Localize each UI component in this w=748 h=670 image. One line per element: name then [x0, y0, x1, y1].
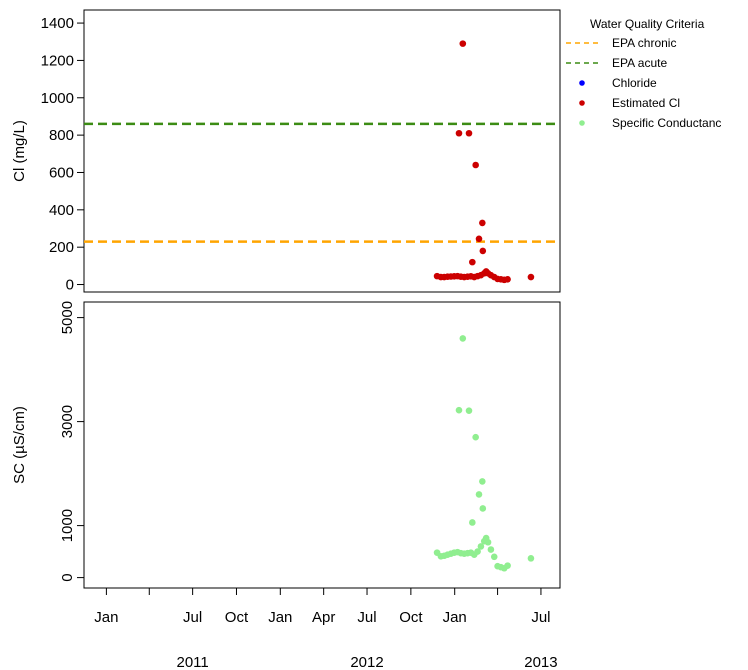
sc-data-point: [475, 491, 483, 498]
sc-data-point: [469, 519, 476, 526]
legend-dot-swatch: [579, 100, 585, 106]
sc-data-point: [527, 555, 535, 562]
legend-label: EPA acute: [612, 56, 667, 70]
sc-data-point: [479, 478, 486, 485]
x-tick-label: Jul: [531, 609, 550, 626]
legend-item: Estimated Cl: [579, 96, 680, 110]
cl-y-tick-label: 400: [49, 202, 74, 219]
sc-y-tick-label: 0: [59, 573, 76, 581]
x-tick-label: Jul: [357, 609, 376, 626]
sc-plot-frame: [83, 301, 561, 589]
year-label: 2012: [350, 654, 383, 670]
legend: Water Quality Criteria EPA chronic EPA acu…: [566, 17, 721, 130]
x-tick-label: Oct: [225, 609, 249, 626]
cl-data-point: [465, 129, 473, 137]
x-tick-label: Jul: [183, 609, 202, 626]
year-label: 2011: [177, 654, 209, 670]
year-label: 2013: [524, 654, 557, 670]
cl-data-point: [475, 235, 483, 243]
cl-y-tick-label: 1400: [41, 15, 74, 32]
cl-y-tick-label: 600: [49, 164, 74, 181]
legend-dot-swatch: [579, 80, 585, 86]
sc-data-point: [477, 543, 485, 550]
legend-item: EPA chronic: [566, 36, 676, 50]
x-tick-label: Jan: [94, 609, 118, 626]
cl-plot-frame: [83, 9, 561, 293]
x-tick-label: Jan: [443, 609, 467, 626]
x-tick-label: Oct: [399, 609, 423, 626]
sc-y-tick-label: 1000: [59, 509, 76, 542]
cl-data-point: [479, 219, 486, 227]
legend-label: Specific Conductanc: [612, 116, 721, 130]
cl-data-point: [504, 276, 511, 283]
cl-data-point: [472, 161, 479, 169]
sc-data-point: [455, 406, 463, 414]
sc-data-point: [474, 548, 481, 555]
cl-data-point: [527, 273, 535, 281]
cl-y-tick-label: 200: [49, 239, 74, 256]
legend-label: Chloride: [612, 76, 657, 90]
sc-data-point: [465, 407, 473, 414]
sc-data-point: [484, 538, 492, 546]
cl-data-point: [479, 247, 487, 255]
sc-data-point: [487, 546, 495, 553]
legend-item: Specific Conductanc: [579, 116, 721, 130]
sc-y-axis-title: SC (µS/cm): [11, 406, 28, 484]
cl-data-point: [459, 40, 467, 47]
sc-data-point: [490, 553, 498, 561]
legend-label: EPA chronic: [612, 36, 676, 50]
cl-y-tick-label: 800: [49, 127, 74, 144]
cl-y-axis-title: Cl (mg/L): [11, 120, 28, 182]
x-tick-label: Jan: [268, 609, 292, 626]
conductance-panel: 0 1000 3000 5000 SC (µS/cm): [11, 301, 561, 589]
cl-y-tick-label: 1000: [41, 90, 74, 107]
x-tick-label: Apr: [312, 609, 335, 626]
sc-data-point: [472, 433, 479, 441]
time-axis: Jan Jul Oct Jan Apr Jul Oct Jan Jul 2011 2012 2013: [94, 588, 558, 670]
cl-data-point: [455, 129, 463, 137]
cl-data-point: [469, 258, 476, 266]
sc-data-point: [479, 505, 487, 512]
cl-y-tick-label: 0: [66, 277, 74, 294]
cl-y-tick-label: 1200: [41, 52, 74, 69]
sc-y-tick-label: 3000: [59, 405, 76, 438]
legend-item: Chloride: [579, 76, 657, 90]
chloride-panel: 0 200 400 600 800 1000 1200 1400 Cl (mg/L): [11, 9, 561, 294]
sc-data-point: [459, 335, 467, 342]
sc-data-point: [504, 562, 511, 569]
legend-label: Estimated Cl: [612, 96, 680, 110]
sc-y-tick-label: 5000: [59, 301, 76, 334]
legend-dot-swatch: [579, 120, 585, 126]
legend-title: Water Quality Criteria: [590, 17, 705, 31]
legend-item: EPA acute: [566, 56, 667, 70]
